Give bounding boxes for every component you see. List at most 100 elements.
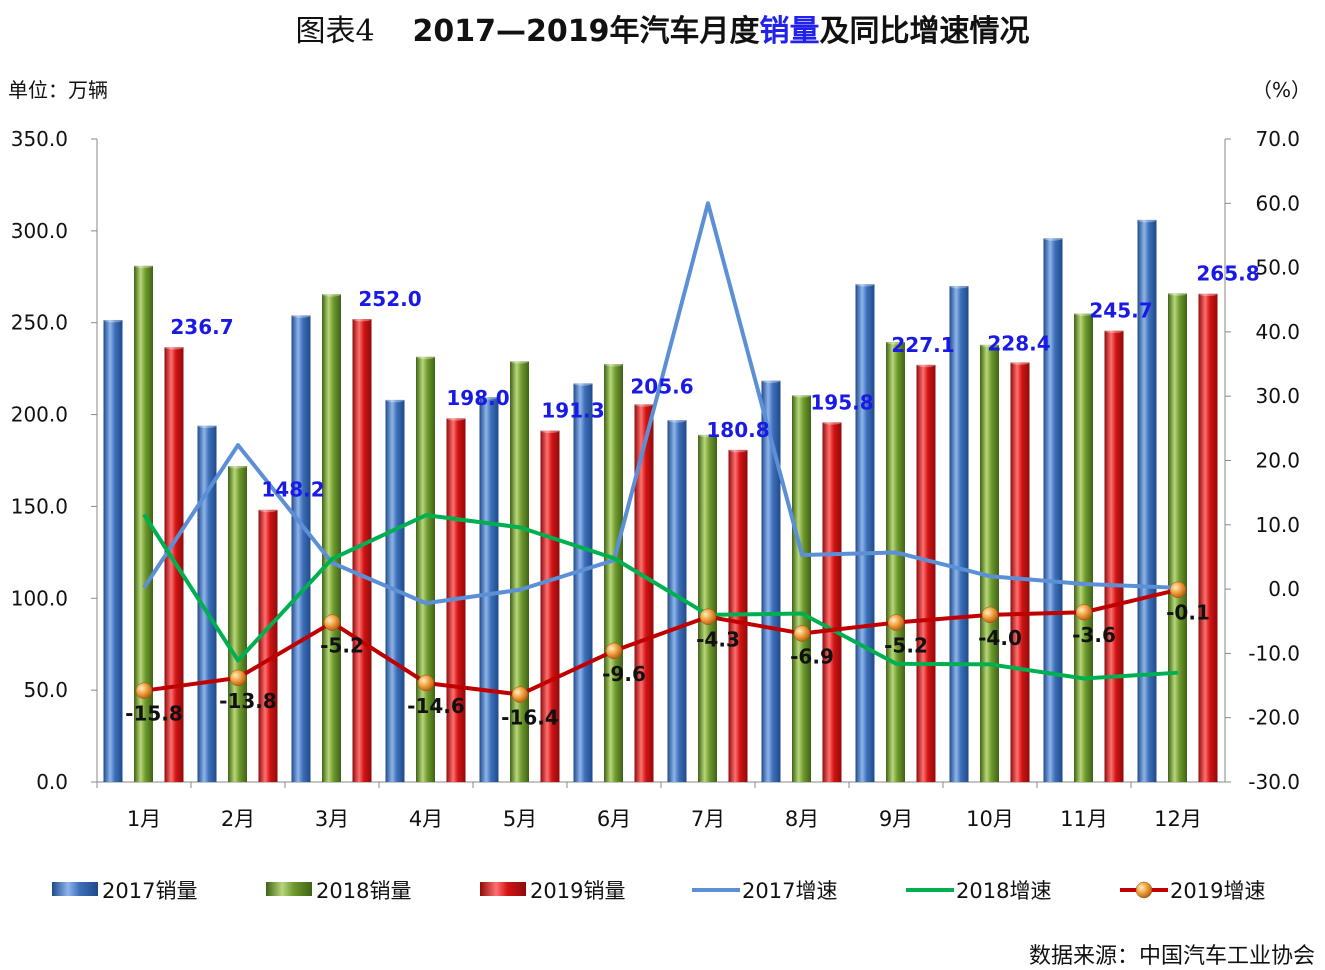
right-tick-label: 60.0 [1255, 191, 1300, 215]
bar-2017销量 [1043, 238, 1063, 783]
bar-cap [352, 316, 372, 322]
bar-cap [1104, 328, 1124, 334]
bar-data-label: 265.8 [1196, 262, 1259, 286]
bar-cap [634, 401, 654, 407]
rate-data-label: -15.8 [125, 702, 183, 726]
bar-2019销量 [352, 319, 372, 782]
bar-cap [258, 507, 278, 513]
legend-label: 2018销量 [316, 879, 411, 903]
marker-2019增速 [793, 625, 811, 642]
bar-cap [416, 354, 435, 360]
marker-2019增速 [605, 642, 623, 660]
bar-cap [728, 447, 748, 453]
chart-title-years: 2017—2019年汽车月度 [412, 14, 760, 49]
rate-data-label: -0.1 [1166, 601, 1210, 625]
legend-label: 2019增速 [1170, 879, 1265, 903]
bar-2017销量 [479, 397, 499, 782]
data-source: 数据来源：中国汽车工业协会 [1028, 944, 1315, 969]
rate-data-label: -3.6 [1072, 623, 1116, 647]
bar-2019销量 [1104, 330, 1124, 782]
right-tick-label: 20.0 [1255, 449, 1300, 473]
rate-data-label: -6.9 [790, 644, 834, 668]
bar-2017销量 [855, 284, 875, 782]
marker-2019增速 [323, 614, 341, 631]
bar-cap [792, 392, 811, 398]
rate-data-label: -4.0 [978, 626, 1022, 650]
bar-2018销量 [228, 466, 247, 782]
chart-title: 图表4 2017—2019年汽车月度销量及同比增速情况 [0, 6, 1325, 50]
bar-2018销量 [322, 294, 341, 782]
x-tick-label: 2月 [221, 807, 255, 831]
marker-2019增速 [511, 686, 529, 703]
left-tick-label: 350.0 [11, 127, 68, 151]
bar-data-label: 180.8 [706, 418, 769, 442]
bar-2017销量 [1137, 219, 1157, 782]
line-2017增速 [142, 201, 1179, 606]
chart-title-prefix: 图表4 [295, 14, 375, 49]
x-tick-label: 4月 [409, 807, 443, 831]
bar-cap [510, 358, 529, 364]
bar-cap [479, 394, 499, 400]
marker-2019增速 [699, 608, 717, 625]
bar-cap [540, 428, 560, 434]
bar-2019销量 [258, 509, 278, 782]
bar-cap [1137, 217, 1157, 223]
left-tick-label: 100.0 [11, 586, 68, 610]
bar-cap [573, 380, 593, 386]
right-tick-label: 40.0 [1255, 320, 1300, 344]
bar-2018销量 [980, 344, 999, 782]
bar-cap [197, 423, 217, 429]
bar-2018销量 [604, 364, 623, 782]
left-axis-unit: 单位：万辆 [8, 78, 108, 102]
marker-2019增速 [887, 614, 905, 631]
bar-cap [822, 419, 842, 425]
bar-data-label: 236.7 [170, 315, 233, 339]
right-tick-label: -10.0 [1248, 641, 1300, 665]
bar-cap [667, 417, 687, 423]
right-tick-label: 70.0 [1255, 127, 1300, 151]
bar-2017销量 [949, 285, 969, 782]
rate-data-label: -9.6 [602, 662, 646, 686]
bar-cap [446, 415, 466, 421]
bar-data-label: 148.2 [261, 478, 324, 502]
bar-2017销量 [103, 319, 123, 782]
x-tick-label: 1月 [127, 807, 161, 831]
rate-data-label: -5.2 [320, 634, 364, 658]
marker-2019增速 [135, 682, 153, 699]
rate-data-label: -13.8 [219, 689, 277, 713]
right-tick-label: 10.0 [1255, 513, 1300, 537]
bar-data-label: 245.7 [1089, 299, 1152, 323]
x-tick-label: 11月 [1060, 807, 1108, 831]
bar-2019销量 [916, 364, 936, 782]
bar-cap [855, 281, 875, 287]
bar-cap [164, 344, 184, 350]
bar-cap [698, 432, 717, 438]
bar-2019销量 [540, 430, 560, 782]
bar-cap [604, 361, 623, 367]
bar-2018销量 [416, 356, 435, 782]
right-tick-label: 50.0 [1255, 256, 1300, 280]
bar-cap [385, 397, 405, 403]
bar-2018销量 [886, 342, 905, 782]
x-tick-label: 6月 [597, 807, 631, 831]
bar-2019销量 [822, 422, 842, 782]
legend-swatch [480, 882, 526, 896]
bar-2018销量 [1168, 293, 1187, 782]
x-tick-label: 8月 [785, 807, 819, 831]
legend-swatch [52, 882, 98, 896]
bar-data-label: 195.8 [810, 390, 873, 414]
bar-data-label: 205.6 [630, 374, 693, 398]
line-2019增速 [143, 587, 1179, 697]
bar-2017销量 [197, 425, 217, 782]
legend-label: 2019销量 [530, 879, 625, 903]
legend-label: 2018增速 [956, 879, 1051, 903]
bar-cap [322, 291, 341, 297]
left-tick-label: 250.0 [11, 311, 68, 335]
right-axis-unit: （%） [1251, 78, 1311, 102]
bar-data-label: 227.1 [891, 333, 954, 357]
chart-title-highlight: 销量 [759, 14, 820, 49]
x-tick-label: 9月 [879, 807, 913, 831]
bar-2018销量 [1074, 313, 1093, 782]
left-tick-label: 300.0 [11, 219, 68, 243]
